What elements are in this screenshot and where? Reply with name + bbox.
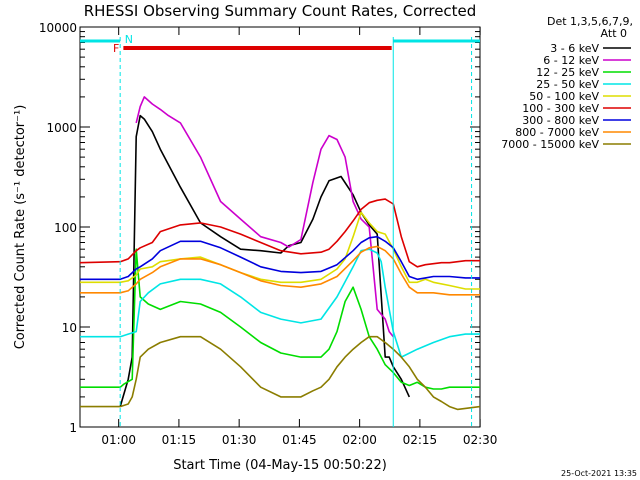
legend-label-0: 3 - 6 keV xyxy=(550,42,599,55)
series-line-2 xyxy=(80,248,480,390)
series-line-1 xyxy=(135,96,394,338)
chart-title: RHESSI Observing Summary Count Rates, Co… xyxy=(84,2,477,20)
x-tick-label-3: 01:45 xyxy=(282,433,317,447)
legend-label-4: 50 - 100 keV xyxy=(529,90,599,103)
legend-label-1: 6 - 12 keV xyxy=(543,54,599,67)
series-line-7 xyxy=(80,245,480,296)
flare-flag-label: F xyxy=(113,42,119,55)
ticks-layer: 01:00 01:15 01:30 01:45 02:00 02:15 02:30 1 10 10… xyxy=(39,21,498,447)
series-layer xyxy=(79,96,481,411)
series-line-8 xyxy=(80,335,481,411)
x-axis-label: Start Time (04-May-15 00:50:22) xyxy=(173,458,387,473)
legend-label-5: 100 - 300 keV xyxy=(522,102,599,115)
y-tick-label-3: 1000 xyxy=(46,121,77,135)
y-tick-label-2: 100 xyxy=(54,221,77,235)
x-tick-label-1: 01:15 xyxy=(162,433,197,447)
x-tick-label-2: 01:30 xyxy=(222,433,257,447)
night-flag-label: N xyxy=(125,33,133,46)
y-tick-label-1: 10 xyxy=(62,321,77,335)
series-line-5 xyxy=(79,198,480,268)
legend-label-7: 800 - 7000 keV xyxy=(515,126,599,139)
x-tick-label-0: 01:00 xyxy=(101,433,136,447)
series-line-6 xyxy=(80,235,480,281)
legend-label-8: 7000 - 15000 keV xyxy=(501,138,599,151)
plot-frame xyxy=(79,26,481,428)
flare-flag-bar xyxy=(123,46,392,50)
y-axis-label: Corrected Count Rate (s⁻¹ detector⁻¹) xyxy=(13,105,28,350)
x-tick-label-4: 02:00 xyxy=(342,433,377,447)
legend-header-line2: Att 0 xyxy=(601,27,627,40)
x-tick-label-6: 02:30 xyxy=(463,433,498,447)
y-tick-label-0: 1 xyxy=(69,421,77,435)
series-line-4 xyxy=(80,211,480,290)
legend-header-line1: Det 1,3,5,6,7,9, xyxy=(547,15,633,28)
footer-date: 25-Oct-2021 13:35 xyxy=(561,469,637,478)
legend-label-6: 300 - 800 keV xyxy=(522,114,599,127)
x-tick-label-5: 02:15 xyxy=(403,433,438,447)
night-flag-bar-0 xyxy=(80,39,121,43)
series-line-3 xyxy=(80,248,480,358)
y-tick-label-4: 10000 xyxy=(39,21,77,35)
series-line-0 xyxy=(119,114,411,407)
legend-label-3: 25 - 50 keV xyxy=(536,78,599,91)
flag-layer: NF xyxy=(80,33,480,427)
night-flag-bar-3 xyxy=(393,39,480,43)
legend-label-2: 12 - 25 keV xyxy=(536,66,599,79)
